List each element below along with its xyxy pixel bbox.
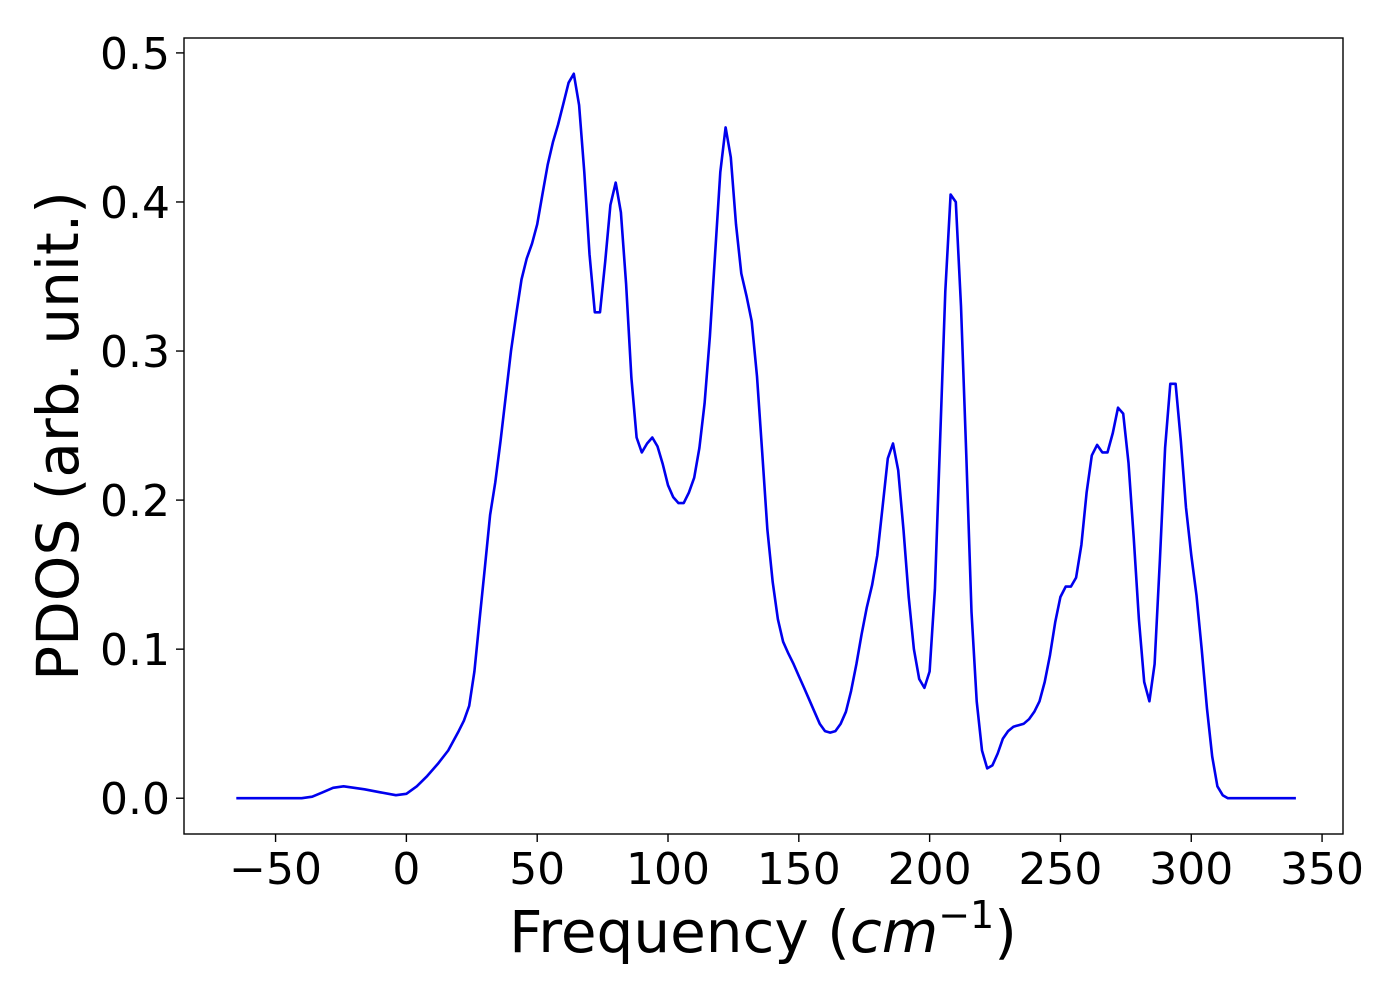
y-axis-label: PDOS (arb. unit.) <box>24 191 92 681</box>
x-axis-label: Frequency (cm−1) <box>509 893 1017 966</box>
x-tick-label: 300 <box>1149 844 1233 895</box>
x-axis: −50 0 50 100 150 200 250 300 350 <box>229 834 1364 895</box>
x-tick-label: 250 <box>1018 844 1102 895</box>
x-tick-label: 50 <box>509 844 565 895</box>
y-axis: 0.0 0.1 0.2 0.3 0.4 0.5 <box>100 29 184 825</box>
x-tick-label: 0 <box>392 844 420 895</box>
x-axis-label-close: ) <box>994 898 1017 966</box>
x-tick-label: 200 <box>888 844 972 895</box>
x-tick-label: 350 <box>1280 844 1364 895</box>
plot-frame <box>183 37 1344 835</box>
x-tick-label: −50 <box>229 844 322 895</box>
y-tick-label: 0.5 <box>100 29 170 80</box>
x-axis-label-unit: cm <box>850 898 938 966</box>
y-tick-label: 0.3 <box>100 327 170 378</box>
x-tick-label: 150 <box>757 844 841 895</box>
y-tick-label: 0.1 <box>100 625 170 676</box>
y-tick-label: 0.0 <box>100 774 170 825</box>
x-tick-label: 100 <box>626 844 710 895</box>
y-tick-label: 0.2 <box>100 476 170 527</box>
y-tick-label: 0.4 <box>100 178 170 229</box>
plot-area <box>183 37 1344 835</box>
pdos-line <box>236 72 1296 800</box>
x-axis-label-exponent: −1 <box>938 893 994 937</box>
x-axis-label-text: Frequency ( <box>509 898 850 966</box>
